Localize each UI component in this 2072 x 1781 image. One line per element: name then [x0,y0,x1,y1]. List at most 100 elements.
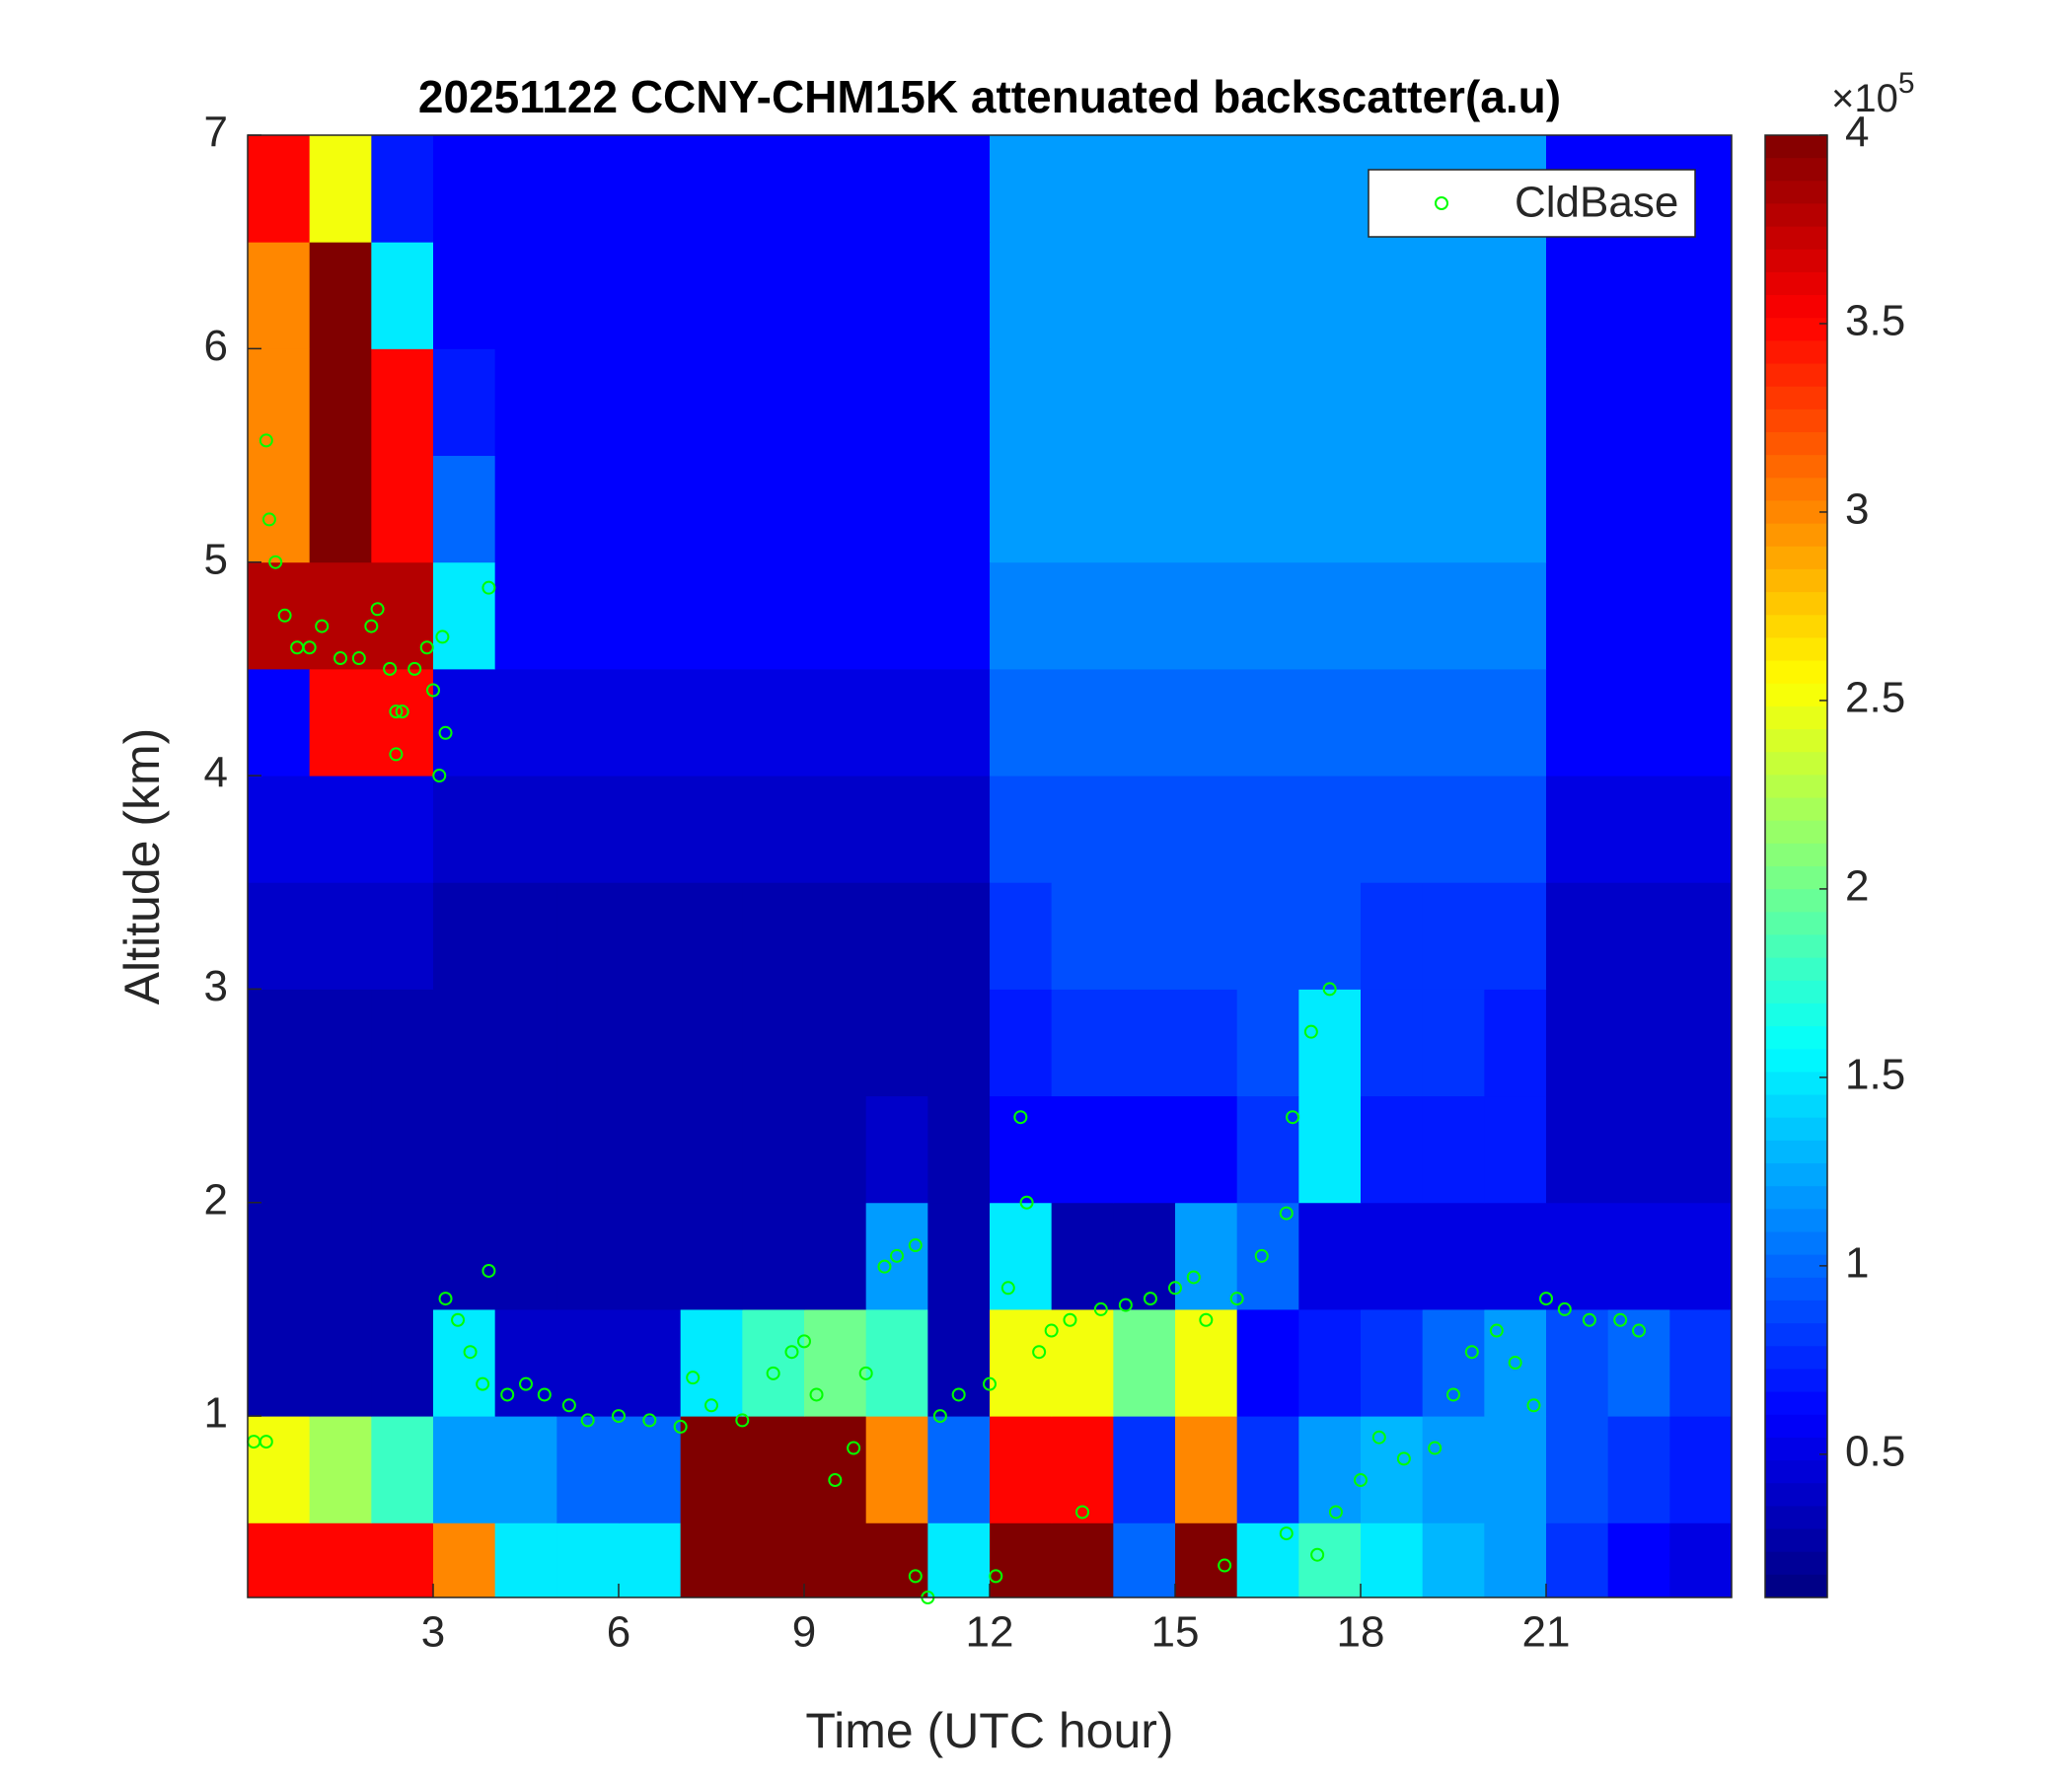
heatmap-cell [1113,1416,1176,1523]
heatmap-cell [865,1095,928,1204]
colorbar-swatch [1765,500,1827,525]
heatmap-cell [990,455,1053,563]
colorbar-swatch [1765,1299,1827,1324]
heatmap-cell [1484,242,1547,349]
heatmap-cell [1484,882,1547,990]
heatmap-cell [742,1202,805,1310]
heatmap-cell [1361,1095,1424,1204]
heatmap-cell [1669,989,1733,1097]
heatmap-cell [804,1416,867,1523]
heatmap-cell [1546,668,1609,777]
cloud-base-point [1093,1301,1108,1316]
heatmap-cell [1422,882,1485,990]
heatmap-cell [309,348,372,457]
heatmap-cell [619,776,682,883]
heatmap-cell [248,668,311,777]
heatmap-cell [927,1095,991,1204]
heatmap-cell [619,348,682,457]
heatmap-cell [1051,1095,1114,1204]
cloud-base-point [1322,982,1337,997]
heatmap-cell [1298,455,1362,563]
heatmap-cell [309,776,372,883]
colorbar-swatch [1765,1026,1827,1050]
heatmap-cell [1422,1202,1485,1310]
heatmap-cell [1669,1308,1733,1417]
heatmap-cell [680,561,743,670]
cloud-base-point [983,1376,997,1391]
x-tick-label: 21 [1522,1608,1571,1657]
heatmap-cell [1422,1416,1485,1523]
colorbar-swatch [1765,1209,1827,1232]
heatmap-cell [680,1416,743,1523]
colorbar-swatch [1765,386,1827,410]
heatmap-cell [927,989,991,1097]
heatmap-cell [1484,1202,1547,1310]
heatmap-cell [1607,1308,1670,1417]
heatmap-cell [990,561,1053,670]
heatmap-cell [556,242,620,349]
heatmap-cell [1546,1522,1609,1598]
heatmap-cell [1484,668,1547,777]
heatmap-cell [804,776,867,883]
heatmap-cell [1051,668,1114,777]
heatmap-cell [556,561,620,670]
heatmap-cell [742,776,805,883]
heatmap-cell [1298,561,1362,670]
cloud-base-point [1199,1312,1214,1327]
cloud-base-point [364,619,379,633]
cloud-base-point [1000,1281,1015,1296]
heatmap-cell [927,348,991,457]
heatmap-cell [1051,882,1114,990]
heatmap-cell [1113,989,1176,1097]
heatmap-cell [804,882,867,990]
heatmap-cell [1236,348,1299,457]
heatmap-cell [865,1202,928,1310]
colorbar-swatch [1765,1277,1827,1301]
heatmap-cell [248,1202,311,1310]
colorbar-swatch [1765,203,1827,228]
heatmap-cell [865,135,928,243]
heatmap-cell [1546,776,1609,883]
heatmap-cell [1669,561,1733,670]
heatmap-cell [248,1308,311,1417]
cloud-base-point [1218,1558,1232,1573]
heatmap-cell [1175,1095,1238,1204]
cloud-base-point [908,1569,923,1584]
cloud-base-point [1464,1345,1479,1360]
heatmap-cell [1361,348,1424,457]
heatmap-cell [1298,348,1362,457]
cloud-base-point [1446,1387,1460,1402]
heatmap-cell [680,348,743,457]
colorbar [1765,135,1827,1598]
heatmap-cell [1113,668,1176,777]
colorbar-swatch [1765,135,1827,159]
heatmap-cell [1113,1308,1176,1417]
heatmap-cell [619,455,682,563]
heatmap-cell [309,1308,372,1417]
heatmap-cell [371,135,434,243]
colorbar-tick-label: 2.5 [1845,674,1905,722]
cloud-base-point [580,1413,595,1428]
heatmap-cell [433,1416,496,1523]
heatmap-cell [309,1522,372,1598]
heatmap-cell [1051,1202,1114,1310]
colorbar-swatch [1765,1163,1827,1187]
cloud-base-point [1279,1206,1294,1221]
chart-title: 20251122 CCNY-CHM15K attenuated backscat… [418,71,1561,122]
heatmap-cell [309,242,372,349]
heatmap-cell [1298,135,1362,243]
heatmap-cell [1422,561,1485,670]
heatmap-cell [433,668,496,777]
heatmap-cell [927,1308,991,1417]
y-tick-label: 6 [204,322,228,370]
colorbar-swatch [1765,1346,1827,1370]
heatmap-cell [371,1095,434,1204]
heatmap-cell [1113,242,1176,349]
heatmap-cell [680,1095,743,1204]
heatmap-cell [1298,1416,1362,1523]
heatmap-cell [619,1308,682,1417]
heatmap-cell [1113,135,1176,243]
x-tick-label: 6 [607,1608,630,1657]
heatmap-cell [680,668,743,777]
heatmap-cell [433,348,496,457]
